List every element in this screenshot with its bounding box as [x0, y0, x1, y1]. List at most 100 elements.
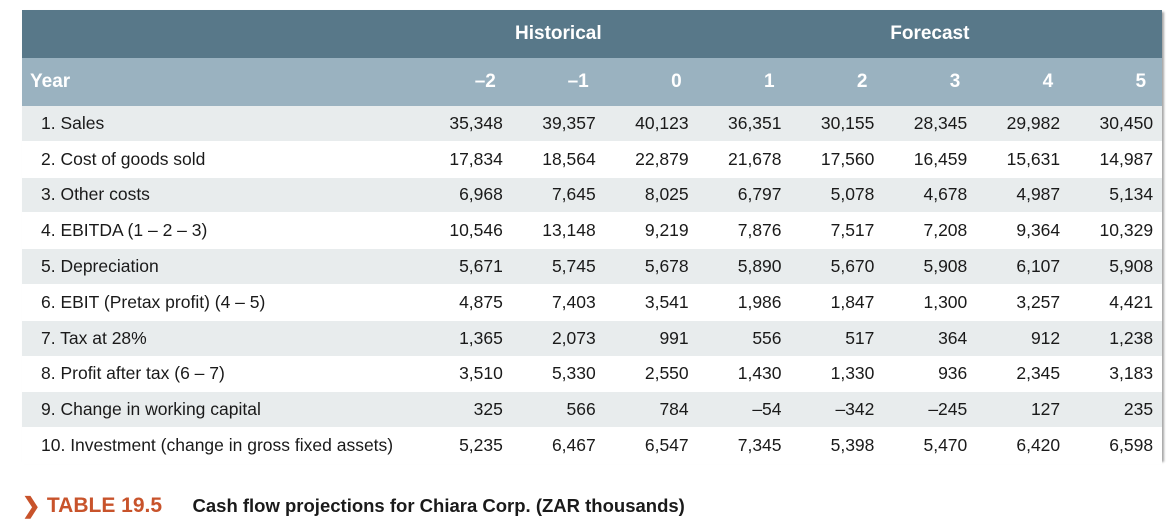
cash-flow-table-container: Historical Forecast Year –2 –1 0 1 2 3 4…	[22, 10, 1163, 464]
value-cell: 13,148	[511, 212, 605, 250]
caption-table-number: TABLE 19.5	[46, 494, 163, 517]
value-cell: –54	[697, 391, 791, 429]
row-label: 1. Sales	[22, 106, 419, 142]
value-cell: 28,345	[883, 106, 977, 142]
value-cell: 14,987	[1069, 141, 1163, 178]
value-cell: 40,123	[604, 106, 698, 142]
row-label: 9. Change in working capital	[22, 391, 419, 429]
table-row: 4. EBITDA (1 – 2 – 3) 10,546 13,148 9,219 7,…	[22, 212, 1163, 250]
value-cell: 10,329	[1069, 212, 1163, 250]
forecast-header: Forecast	[697, 10, 1163, 58]
value-cell: 3,541	[604, 284, 698, 321]
value-cell: 3,257	[976, 284, 1070, 321]
row-label: 2. Cost of goods sold	[22, 141, 419, 178]
value-cell: 8,025	[604, 177, 698, 214]
value-cell: 22,879	[604, 141, 698, 178]
row-label: 5. Depreciation	[22, 248, 419, 285]
value-cell: 2,550	[604, 356, 698, 393]
value-cell: 9,364	[976, 212, 1070, 250]
value-cell: 5,890	[697, 248, 791, 285]
value-cell: 2,345	[976, 356, 1070, 393]
value-cell: 517	[790, 320, 884, 357]
value-cell: 6,467	[511, 427, 605, 464]
value-cell: 36,351	[697, 106, 791, 142]
cash-flow-table: Historical Forecast Year –2 –1 0 1 2 3 4…	[22, 10, 1163, 464]
value-cell: 17,560	[790, 141, 884, 178]
value-cell: 29,982	[976, 106, 1070, 142]
value-cell: 5,678	[604, 248, 698, 285]
group-header-row: Historical Forecast	[22, 10, 1163, 58]
value-cell: 5,330	[511, 356, 605, 393]
value-cell: 5,398	[790, 427, 884, 464]
value-cell: 7,876	[697, 212, 791, 250]
value-cell: 4,987	[976, 177, 1070, 214]
year-header-cell: 2	[790, 58, 884, 106]
historical-header: Historical	[419, 10, 698, 58]
year-label: Year	[22, 58, 419, 106]
value-cell: 4,875	[419, 284, 512, 321]
value-cell: 3,183	[1069, 356, 1163, 393]
year-header-cell: –1	[511, 58, 605, 106]
value-cell: 235	[1069, 391, 1163, 429]
row-label: 6. EBIT (Pretax profit) (4 – 5)	[22, 284, 419, 321]
value-cell: 1,847	[790, 284, 884, 321]
value-cell: 1,986	[697, 284, 791, 321]
value-cell: 5,745	[511, 248, 605, 285]
row-label: 8. Profit after tax (6 – 7)	[22, 356, 419, 393]
value-cell: 15,631	[976, 141, 1070, 178]
row-label: 4. EBITDA (1 – 2 – 3)	[22, 212, 419, 250]
value-cell: 7,645	[511, 177, 605, 214]
value-cell: 6,547	[604, 427, 698, 464]
value-cell: 21,678	[697, 141, 791, 178]
table-row: 3. Other costs 6,968 7,645 8,025 6,797 5,078 4…	[22, 177, 1163, 214]
value-cell: 6,420	[976, 427, 1070, 464]
caption-arrow-icon: ❯	[22, 493, 41, 518]
value-cell: 30,450	[1069, 106, 1163, 142]
value-cell: 784	[604, 391, 698, 429]
value-cell: 1,300	[883, 284, 977, 321]
value-cell: 16,459	[883, 141, 977, 178]
value-cell: 364	[883, 320, 977, 357]
value-cell: 556	[697, 320, 791, 357]
value-cell: 35,348	[419, 106, 512, 142]
value-cell: 5,670	[790, 248, 884, 285]
value-cell: 127	[976, 391, 1070, 429]
value-cell: 2,073	[511, 320, 605, 357]
value-cell: 10,546	[419, 212, 512, 250]
table-row: 1. Sales 35,348 39,357 40,123 36,351 30,155 28…	[22, 106, 1163, 142]
value-cell: 3,510	[419, 356, 512, 393]
value-cell: 325	[419, 391, 512, 429]
value-cell: 30,155	[790, 106, 884, 142]
value-cell: 5,134	[1069, 177, 1163, 214]
year-header-cell: 1	[697, 58, 791, 106]
value-cell: 18,564	[511, 141, 605, 178]
year-header-cell: 4	[976, 58, 1070, 106]
row-label: 10. Investment (change in gross fixed as…	[22, 427, 419, 464]
value-cell: 991	[604, 320, 698, 357]
value-cell: 6,797	[697, 177, 791, 214]
value-cell: 6,968	[419, 177, 512, 214]
value-cell: 912	[976, 320, 1070, 357]
value-cell: 5,908	[883, 248, 977, 285]
value-cell: 4,421	[1069, 284, 1163, 321]
value-cell: 5,908	[1069, 248, 1163, 285]
table-row: 6. EBIT (Pretax profit) (4 – 5) 4,875 7,40…	[22, 284, 1163, 321]
value-cell: 1,330	[790, 356, 884, 393]
row-label: 3. Other costs	[22, 177, 419, 214]
year-header-cell: 0	[604, 58, 698, 106]
table-row: 5. Depreciation 5,671 5,745 5,678 5,890 5,670…	[22, 248, 1163, 285]
table-row: 7. Tax at 28% 1,365 2,073 991 556 517 364 912 1,…	[22, 320, 1163, 357]
value-cell: 39,357	[511, 106, 605, 142]
table-row: 10. Investment (change in gross fixed as…	[22, 427, 1163, 464]
table-caption: ❯ TABLE 19.5 Cash flow projections for C…	[22, 493, 685, 519]
value-cell: 6,107	[976, 248, 1070, 285]
caption-title: Cash flow projections for Chiara Corp. (…	[192, 495, 685, 516]
value-cell: 7,517	[790, 212, 884, 250]
row-label: 7. Tax at 28%	[22, 320, 419, 357]
value-cell: 566	[511, 391, 605, 429]
value-cell: 7,345	[697, 427, 791, 464]
value-cell: 936	[883, 356, 977, 393]
value-cell: 4,678	[883, 177, 977, 214]
table-row: 2. Cost of goods sold 17,834 18,564 22,879 2…	[22, 141, 1163, 178]
group-header-spacer	[22, 10, 419, 58]
